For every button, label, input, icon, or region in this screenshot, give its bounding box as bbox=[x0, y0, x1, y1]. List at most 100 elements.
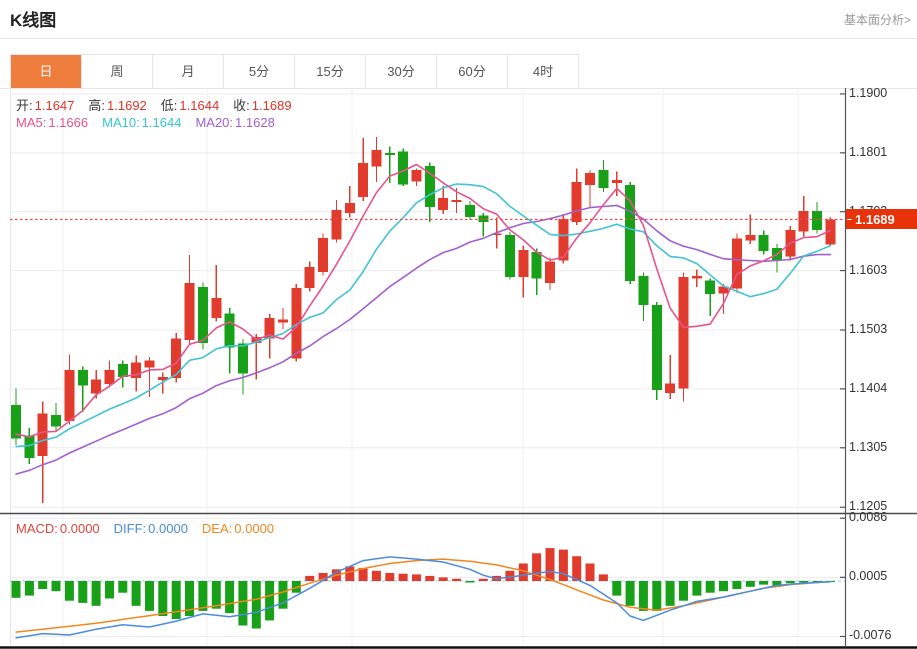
macd-bar bbox=[91, 581, 101, 606]
legend-item: MA20: 1.1628 bbox=[195, 115, 275, 130]
macd-bar bbox=[585, 563, 595, 581]
candle-body bbox=[678, 277, 689, 389]
candle-body bbox=[224, 313, 235, 348]
macd-bar bbox=[278, 581, 288, 609]
tab-30min[interactable]: 30分 bbox=[366, 55, 437, 88]
macd-bar bbox=[238, 581, 248, 626]
candle-body bbox=[691, 275, 702, 279]
macd-bar bbox=[211, 581, 221, 609]
candle-body bbox=[171, 338, 182, 379]
macd-bar bbox=[598, 574, 608, 581]
candle-body bbox=[51, 415, 61, 427]
tab-15min[interactable]: 15分 bbox=[295, 55, 366, 88]
candle-body bbox=[731, 238, 742, 289]
candle-body bbox=[558, 218, 569, 261]
macd-bar bbox=[425, 575, 435, 581]
macd-bar bbox=[158, 581, 168, 616]
macd-bar bbox=[772, 581, 782, 587]
price-axis-label: 1.1801 bbox=[849, 144, 888, 159]
tab-week[interactable]: 周 bbox=[82, 55, 153, 88]
macd-bar bbox=[572, 556, 582, 581]
candle-body bbox=[464, 205, 475, 218]
candle-body bbox=[745, 234, 756, 241]
macd-bar bbox=[799, 581, 809, 583]
legend-item: MA5: 1.1666 bbox=[16, 115, 89, 130]
candle-body bbox=[211, 297, 222, 319]
candle-body bbox=[451, 199, 462, 203]
candle-body bbox=[531, 252, 542, 279]
macd-bar bbox=[692, 581, 702, 596]
macd-bar bbox=[732, 581, 742, 589]
macd-bar bbox=[265, 581, 275, 621]
candle-body bbox=[571, 182, 582, 222]
macd-bar bbox=[705, 581, 715, 593]
macd-bar bbox=[358, 567, 368, 581]
macd-bar bbox=[38, 581, 48, 589]
candle-body bbox=[491, 233, 502, 236]
candle-body bbox=[665, 383, 676, 394]
legend-item: 开: 1.1647 bbox=[16, 98, 75, 113]
macd-bar bbox=[305, 575, 315, 581]
ohlc-legend: 开: 1.1647 高: 1.1692 低: 1.1644 收: 1.1689 bbox=[16, 95, 292, 114]
candle-body bbox=[358, 162, 369, 197]
candle-body bbox=[237, 343, 248, 374]
macd-bar bbox=[745, 581, 755, 587]
candle-body bbox=[184, 283, 195, 341]
tab-4hour[interactable]: 4时 bbox=[508, 55, 578, 88]
price-axis-label: 1.1503 bbox=[849, 322, 888, 337]
macd-bar bbox=[505, 570, 515, 581]
candlestick-series bbox=[11, 136, 836, 504]
macd-bar bbox=[518, 563, 528, 581]
candle-body bbox=[117, 363, 128, 377]
ma5-line bbox=[15, 163, 832, 438]
tab-month[interactable]: 月 bbox=[153, 55, 224, 88]
legend-item: MACD: 0.0000 bbox=[16, 521, 100, 536]
candle-body bbox=[705, 280, 716, 294]
candle-body bbox=[598, 170, 609, 188]
macd-bar bbox=[185, 581, 194, 616]
macd-bar bbox=[24, 581, 34, 596]
candle-body bbox=[131, 362, 142, 379]
badge-tick-icon bbox=[847, 218, 852, 220]
macd-bar bbox=[478, 578, 488, 581]
candle-body bbox=[104, 369, 115, 385]
candle-body bbox=[11, 405, 21, 439]
tab-60min[interactable]: 60分 bbox=[437, 55, 508, 88]
macd-bar bbox=[652, 581, 662, 611]
tab-day[interactable]: 日 bbox=[11, 55, 82, 88]
macd-bar bbox=[438, 577, 448, 581]
macd-bar bbox=[225, 581, 235, 614]
candle-body bbox=[798, 211, 809, 232]
macd-bar bbox=[318, 573, 328, 581]
macd-bar bbox=[465, 581, 475, 583]
macd-bar bbox=[812, 581, 822, 582]
candle-body bbox=[625, 184, 636, 282]
fundamental-analysis-link[interactable]: 基本面分析> bbox=[843, 13, 911, 27]
candle-body bbox=[518, 249, 529, 278]
macd-bar bbox=[679, 581, 688, 601]
candle-body bbox=[331, 209, 342, 240]
macd-bar bbox=[251, 581, 261, 629]
candle-body bbox=[371, 149, 382, 167]
macd-bar bbox=[11, 581, 21, 598]
candle-body bbox=[264, 318, 275, 339]
candle-body bbox=[291, 287, 302, 359]
candle-body bbox=[585, 173, 595, 185]
interval-tab-bar: 日周月 5分 15分 30分 60分 4时 bbox=[10, 54, 579, 88]
tab-5min[interactable]: 5分 bbox=[224, 55, 295, 88]
macd-axis-label: -0.0076 bbox=[849, 628, 892, 643]
candle-body bbox=[651, 305, 662, 391]
candle-body bbox=[812, 211, 822, 231]
price-axis-label: 1.1305 bbox=[849, 439, 888, 454]
candle-body bbox=[825, 219, 836, 245]
macd-bar bbox=[545, 548, 555, 581]
macd-legend: MACD: 0.0000 DIFF: 0.0000 DEA: 0.0000 bbox=[16, 521, 274, 536]
candle-body bbox=[77, 369, 88, 386]
legend-item: MA10: 1.1644 bbox=[102, 115, 182, 130]
candle-body bbox=[504, 234, 515, 278]
ma10-line bbox=[15, 183, 832, 448]
macd-bar bbox=[371, 570, 381, 581]
macd-bar bbox=[412, 574, 421, 581]
